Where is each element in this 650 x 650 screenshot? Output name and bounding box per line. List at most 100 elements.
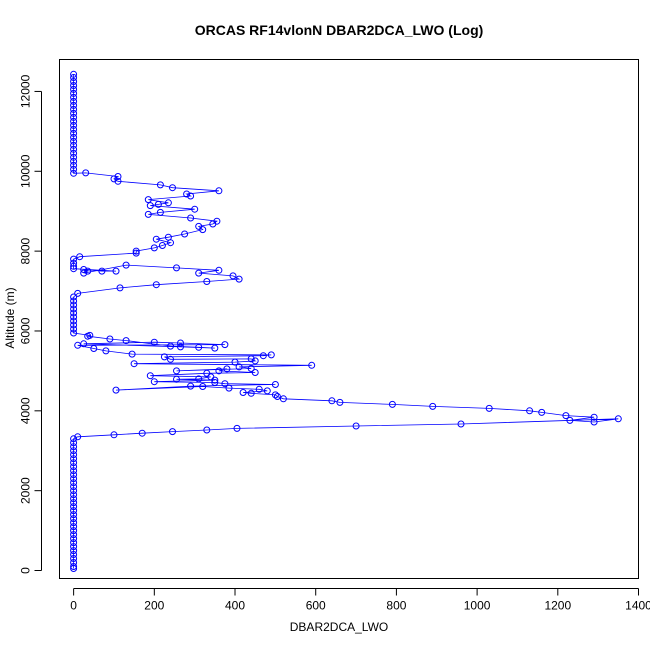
data-point — [70, 459, 78, 467]
data-point — [263, 387, 271, 395]
data-point — [152, 235, 160, 243]
data-point — [70, 531, 78, 539]
data-point — [267, 351, 275, 359]
x-tick-label: 200 — [144, 599, 164, 613]
data-point — [70, 313, 78, 321]
data-point — [70, 137, 78, 145]
data-point — [70, 435, 78, 443]
data-point — [181, 230, 189, 238]
data-point — [70, 325, 78, 333]
data-point — [70, 117, 78, 125]
x-tick-label: 0 — [70, 599, 77, 613]
data-point — [70, 141, 78, 149]
data-point — [70, 451, 78, 459]
data-point — [112, 386, 120, 394]
data-point — [213, 217, 221, 225]
data-point — [251, 357, 259, 365]
data-point — [70, 89, 78, 97]
data-point — [221, 380, 229, 388]
data-point — [70, 515, 78, 523]
data-point — [195, 222, 203, 230]
data-point — [80, 340, 88, 348]
data-point — [132, 249, 140, 257]
chart-title: ORCAS RF14vlonN DBAR2DCA_LWO (Log) — [195, 22, 484, 38]
data-point — [70, 297, 78, 305]
data-point — [70, 85, 78, 93]
data-point — [247, 389, 255, 397]
data-point — [566, 416, 574, 424]
data-point — [70, 82, 78, 89]
data-point — [122, 337, 130, 345]
data-point — [70, 483, 78, 491]
x-tick-label: 1000 — [464, 599, 491, 613]
data-point — [167, 342, 174, 350]
data-point — [70, 487, 78, 495]
x-axis: 0 200 400 600 800 1000 1200 1400 — [70, 588, 650, 613]
data-point — [195, 343, 203, 351]
data-point — [211, 379, 219, 386]
data-point — [158, 242, 166, 249]
data-point — [207, 373, 215, 381]
data-point — [70, 101, 78, 109]
data-point — [239, 389, 247, 396]
data-point — [70, 535, 78, 543]
data-point — [169, 428, 176, 436]
data-point — [70, 563, 78, 570]
data-point — [84, 267, 92, 275]
data-point — [195, 375, 203, 383]
data-point — [70, 113, 78, 121]
data-point — [70, 153, 78, 161]
data-point — [70, 495, 78, 503]
data-point — [70, 329, 78, 337]
data-point — [76, 253, 84, 261]
data-point — [247, 355, 255, 363]
data-point — [70, 317, 78, 325]
data-point — [388, 400, 396, 408]
data-point — [70, 70, 78, 78]
data-point — [70, 145, 78, 153]
data-point — [70, 255, 78, 263]
data-point — [150, 244, 158, 252]
data-point — [70, 169, 78, 177]
x-tick-label: 600 — [306, 599, 326, 613]
data-point — [156, 208, 164, 216]
data-point — [173, 264, 180, 272]
data-point — [279, 395, 287, 403]
data-point — [70, 447, 78, 455]
data-point — [70, 559, 78, 566]
x-axis-label: DBAR2DCA_LWO — [290, 620, 388, 634]
data-point — [112, 267, 120, 275]
data-point — [273, 393, 281, 400]
data-point — [86, 331, 94, 339]
data-point — [328, 397, 336, 405]
data-point — [70, 321, 78, 329]
data-point — [70, 262, 78, 270]
data-point — [70, 475, 78, 483]
data-point — [132, 247, 140, 255]
data-point — [70, 467, 78, 475]
data-point — [74, 289, 82, 297]
y-tick-label: 4000 — [19, 397, 33, 424]
data-point — [130, 360, 138, 368]
data-point — [173, 367, 180, 375]
data-point — [187, 192, 195, 200]
data-point — [138, 429, 146, 437]
data-point — [352, 422, 360, 430]
y-axis: 0 2000 4000 6000 8000 10000 12000 — [19, 74, 42, 574]
data-point — [457, 420, 465, 428]
data-point — [271, 381, 279, 388]
data-point — [562, 412, 570, 420]
y-axis-label: Altitude (m) — [3, 287, 17, 348]
data-point — [235, 363, 243, 371]
data-point — [251, 369, 259, 376]
data-point — [70, 491, 78, 499]
data-point — [70, 74, 78, 81]
data-point — [144, 196, 152, 204]
data-point — [187, 214, 195, 222]
data-point — [203, 369, 211, 377]
data-point — [150, 338, 158, 346]
data-point — [102, 347, 110, 355]
data-point — [215, 187, 223, 195]
data-point — [70, 519, 78, 527]
